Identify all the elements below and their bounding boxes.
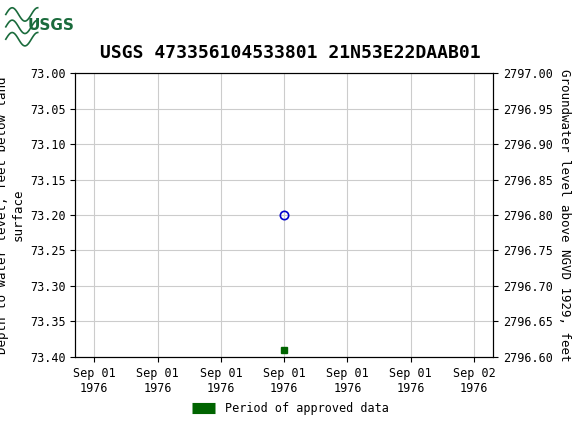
FancyBboxPatch shape <box>5 4 71 47</box>
Text: USGS 473356104533801 21N53E22DAAB01: USGS 473356104533801 21N53E22DAAB01 <box>100 44 480 62</box>
Legend: Period of approved data: Period of approved data <box>187 397 393 420</box>
Text: USGS: USGS <box>28 18 74 33</box>
Y-axis label: Groundwater level above NGVD 1929, feet: Groundwater level above NGVD 1929, feet <box>558 69 571 361</box>
Y-axis label: Depth to water level, feet below land
surface: Depth to water level, feet below land su… <box>0 76 24 354</box>
